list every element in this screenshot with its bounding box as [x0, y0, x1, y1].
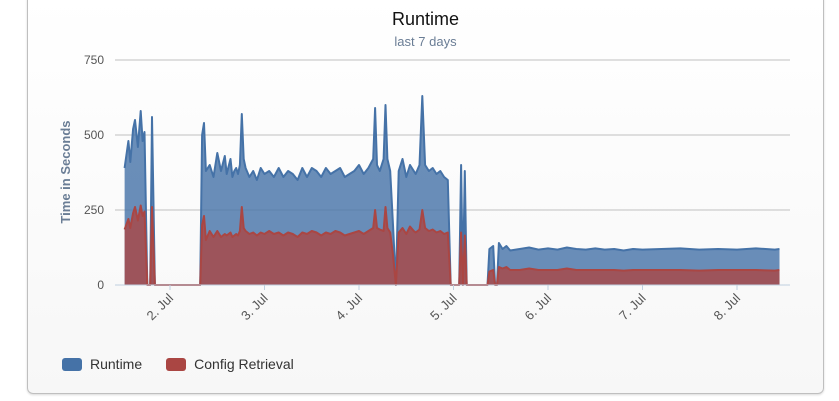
chart-legend: Runtime Config Retrieval — [62, 356, 318, 372]
legend-item-runtime[interactable]: Runtime — [62, 356, 142, 372]
series-areas — [125, 96, 780, 285]
y-tick-label: 500 — [84, 128, 104, 142]
legend-swatch-config-retrieval — [166, 358, 186, 371]
legend-swatch-runtime — [62, 358, 82, 371]
y-tick-label: 0 — [97, 278, 104, 292]
x-tick-label: 2. Jul — [144, 290, 177, 323]
x-tick-label: 3. Jul — [238, 290, 271, 323]
x-tick-label: 8. Jul — [711, 290, 744, 323]
y-tick-label: 750 — [84, 53, 104, 67]
legend-label-runtime: Runtime — [90, 356, 142, 372]
x-tick-label: 6. Jul — [522, 290, 555, 323]
x-tick-label: 7. Jul — [616, 290, 649, 323]
legend-item-config-retrieval[interactable]: Config Retrieval — [166, 356, 294, 372]
legend-label-config-retrieval: Config Retrieval — [194, 356, 294, 372]
x-tick-label: 4. Jul — [333, 290, 366, 323]
y-axis-label: Time in Seconds — [58, 120, 73, 223]
x-tick-label: 5. Jul — [427, 290, 460, 323]
y-tick-label: 250 — [84, 203, 104, 217]
